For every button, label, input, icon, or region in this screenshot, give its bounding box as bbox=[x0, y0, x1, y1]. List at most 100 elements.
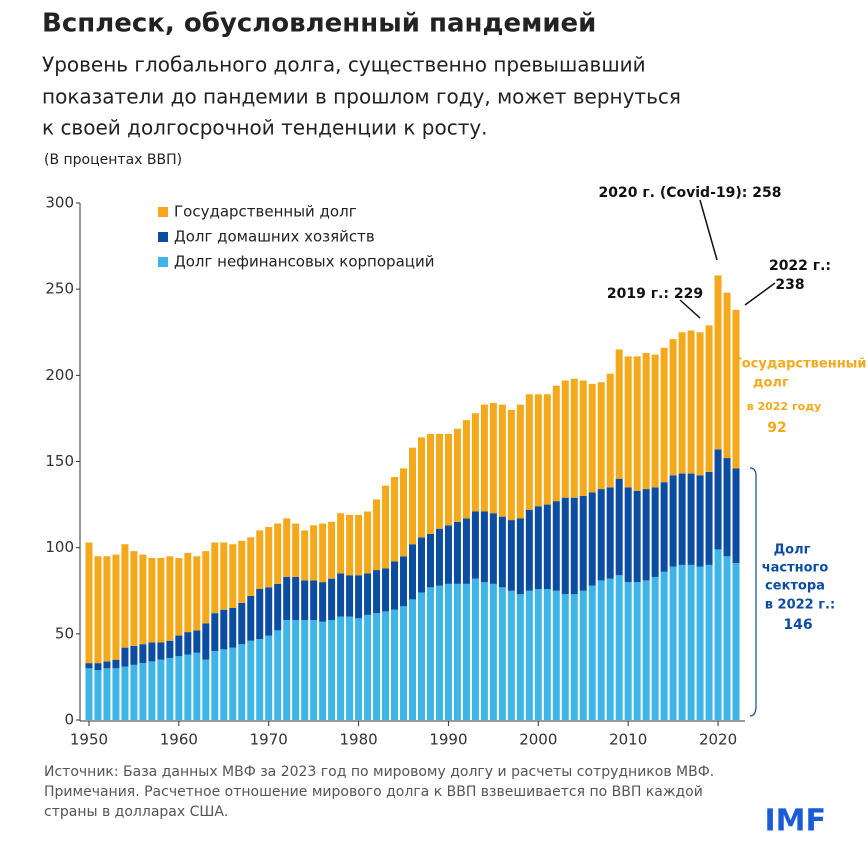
bar-segment bbox=[444, 583, 452, 720]
bar-segment bbox=[139, 644, 147, 664]
bar-segment bbox=[435, 585, 443, 720]
y-tick-label: 50 bbox=[55, 624, 74, 642]
bar-segment bbox=[714, 275, 722, 450]
bar-segment bbox=[292, 576, 300, 621]
bar-segment bbox=[705, 471, 713, 565]
bar-segment bbox=[543, 504, 551, 590]
title: Всплеск, обусловленный пандемией bbox=[42, 9, 596, 39]
bar-segment bbox=[211, 651, 219, 720]
bar-segment bbox=[202, 659, 210, 720]
annotation: 238 bbox=[775, 277, 804, 293]
bar-segment bbox=[274, 630, 282, 720]
bar-segment bbox=[417, 592, 425, 720]
bar-segment bbox=[400, 606, 408, 720]
x-tick-label: 2020 bbox=[699, 731, 737, 749]
bar-segment bbox=[202, 623, 210, 660]
bar-segment bbox=[723, 556, 731, 720]
bar-segment bbox=[489, 402, 497, 514]
y-tick-label: 250 bbox=[45, 280, 74, 298]
x-tick-label: 2010 bbox=[609, 731, 647, 749]
bar-segment bbox=[435, 528, 443, 586]
bar-segment bbox=[660, 347, 668, 483]
bar-segment bbox=[426, 533, 434, 588]
bar-segment bbox=[642, 352, 650, 490]
bar-segment bbox=[256, 530, 264, 590]
bar-segment bbox=[543, 394, 551, 505]
bar-segment bbox=[166, 556, 174, 641]
bar-segment bbox=[238, 602, 246, 645]
bar-segment bbox=[498, 587, 506, 720]
bar-segment bbox=[507, 409, 515, 521]
bar-segment bbox=[85, 668, 93, 720]
bar-segment bbox=[283, 620, 291, 720]
bar-segment bbox=[525, 394, 533, 510]
subtitle: к своей долгосрочной тенденции к росту. bbox=[42, 116, 488, 140]
bar-segment bbox=[462, 583, 470, 720]
bar-segment bbox=[660, 482, 668, 572]
brace bbox=[749, 467, 757, 717]
bar-segment bbox=[426, 433, 434, 534]
bar-segment bbox=[382, 568, 390, 612]
bar-segment bbox=[103, 556, 111, 662]
arrow bbox=[744, 282, 776, 306]
subtitle: показатели до пандемии в прошлом году, м… bbox=[42, 85, 681, 109]
y-label: (В процентах ВВП) bbox=[44, 152, 182, 168]
bar-segment bbox=[139, 554, 147, 645]
bar-segment bbox=[696, 566, 704, 720]
bar-segment bbox=[346, 616, 354, 720]
bar-segment bbox=[148, 558, 156, 643]
bar-segment bbox=[112, 668, 120, 720]
bar-segment bbox=[391, 561, 399, 610]
y-tick-label: 150 bbox=[45, 452, 74, 470]
bar-segment bbox=[148, 642, 156, 662]
bar-segment bbox=[220, 649, 228, 720]
bar-segment bbox=[103, 661, 111, 669]
bar-segment bbox=[121, 544, 129, 648]
annotation: в 2022 году bbox=[747, 400, 822, 413]
annotation: в 2022 г.: bbox=[765, 598, 835, 613]
bar-segment bbox=[489, 583, 497, 720]
bar-segment bbox=[633, 356, 641, 491]
bar-segment bbox=[382, 485, 390, 569]
bar-segment bbox=[382, 611, 390, 720]
bar-segment bbox=[274, 523, 282, 584]
bar-segment bbox=[283, 518, 291, 577]
bar-segment bbox=[471, 511, 479, 579]
bar-segment bbox=[301, 530, 309, 581]
legend-label: Долг нефинансовых корпораций bbox=[174, 253, 434, 271]
bar-segment bbox=[705, 325, 713, 472]
bar-segment bbox=[328, 521, 336, 579]
arrow bbox=[699, 199, 718, 261]
bar-segment bbox=[247, 640, 255, 720]
x-tick-label: 1970 bbox=[250, 731, 288, 749]
bar-segment bbox=[184, 632, 192, 655]
bar-segment bbox=[130, 551, 138, 646]
bar-segment bbox=[391, 609, 399, 720]
bar-segment bbox=[480, 511, 488, 583]
bar-segment bbox=[130, 664, 138, 720]
bar-segment bbox=[364, 573, 372, 615]
bar-segment bbox=[157, 659, 165, 720]
bar-segment bbox=[444, 525, 452, 584]
bar-segment bbox=[319, 582, 327, 622]
annotation: сектора bbox=[765, 579, 825, 594]
bar-segment bbox=[480, 404, 488, 512]
bar-segment bbox=[705, 564, 713, 720]
bar-segment bbox=[85, 663, 93, 669]
bar-segment bbox=[157, 558, 165, 643]
bar-segment bbox=[588, 383, 596, 493]
bar-segment bbox=[561, 497, 569, 595]
bar-segment bbox=[373, 570, 381, 614]
bar-segment bbox=[552, 590, 560, 720]
bar-segment bbox=[660, 571, 668, 720]
y-tick-label: 100 bbox=[45, 538, 74, 556]
bar-segment bbox=[570, 378, 578, 498]
footer: Источник: База данных МВФ за 2023 год по… bbox=[44, 764, 714, 780]
bar-segment bbox=[642, 580, 650, 720]
bar-segment bbox=[507, 590, 515, 720]
bar-segment bbox=[561, 380, 569, 498]
bar-segment bbox=[247, 537, 255, 596]
legend-label: Государственный долг bbox=[174, 203, 357, 221]
annotation: частного bbox=[762, 561, 829, 576]
bar-segment bbox=[211, 613, 219, 652]
